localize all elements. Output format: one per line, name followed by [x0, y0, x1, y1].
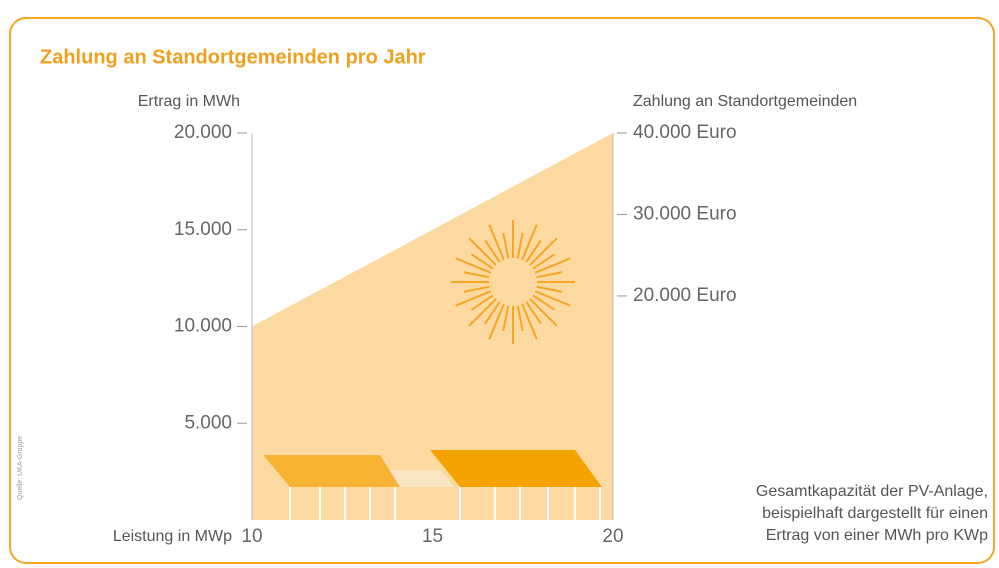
y-tick-label: 15.000 — [174, 219, 232, 240]
y-tick-label: 20.000 — [174, 122, 232, 143]
chart-title: Zahlung an Standortgemeinden pro Jahr — [40, 46, 426, 68]
y-axis-title: Ertrag in MWh — [138, 93, 240, 110]
y2-tick-label: 20.000 Euro — [633, 285, 737, 306]
chart: Zahlung an Standortgemeinden pro Jahr Er… — [0, 0, 999, 568]
y-tick-label: 5.000 — [184, 412, 232, 433]
source: Quelle: UKA-Gruppe — [17, 436, 24, 500]
x-tick-label: 10 — [241, 526, 262, 547]
note: Gesamtkapazität der PV-Anlage, — [756, 483, 988, 500]
y2-tick-label: 30.000 Euro — [633, 203, 737, 224]
y-tick-label: 10.000 — [174, 316, 232, 337]
note: Ertrag von einer MWh pro KWp — [766, 527, 988, 544]
x-tick-label: 15 — [422, 526, 443, 547]
y2-axis-title: Zahlung an Standortgemeinden — [633, 93, 857, 110]
y2-tick-label: 40.000 Euro — [633, 122, 737, 143]
solar-panel — [430, 450, 602, 487]
note: beispielhaft dargestellt für einen — [762, 505, 988, 522]
x-axis-title: Leistung in MWp — [113, 528, 232, 545]
x-tick-label: 20 — [602, 526, 623, 547]
